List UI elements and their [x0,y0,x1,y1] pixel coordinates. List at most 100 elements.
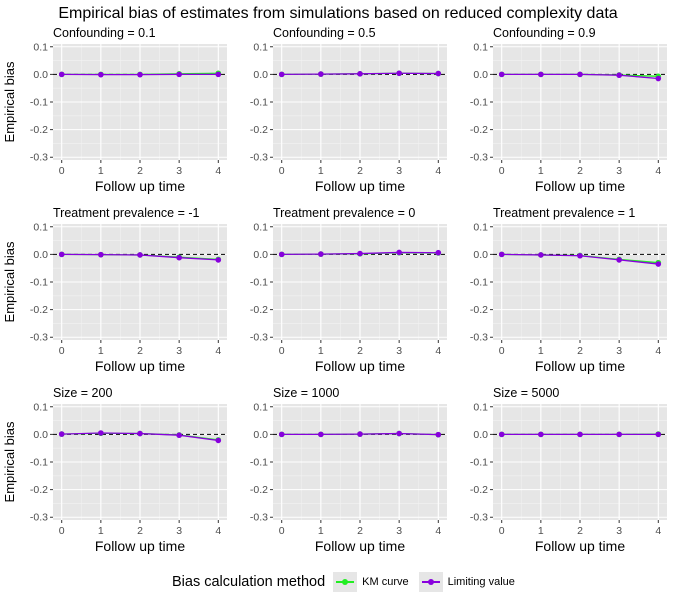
y-tick-label: -0.2 [250,484,268,496]
y-tick-label: -0.3 [250,332,268,344]
x-tick-label: 0 [59,525,65,537]
x-tick-label: 1 [538,345,544,357]
y-tick-label: -0.2 [30,484,48,496]
y-tick-label: -0.1 [30,277,48,289]
legend-label-km-curve: KM curve [362,576,409,588]
data-point-limiting-value [435,249,442,256]
data-point-limiting-value [176,254,182,261]
x-axis-title: Follow up time [535,178,625,194]
x-axis-title: Follow up time [315,358,405,374]
panel-title: Treatment prevalence = -1 [53,206,200,220]
data-point-limiting-value [176,71,182,78]
x-tick-label: 3 [396,525,402,537]
x-tick-label: 1 [318,525,324,537]
x-tick-label: 4 [435,525,441,537]
panel-9: 0.1 0.0 -0.1 -0.2 -0.3 0 1 2 3 4 Follow up time Siz… [470,386,667,554]
x-tick-label: 2 [577,345,583,357]
data-point-limiting-value [616,257,622,263]
y-tick-label: 0.0 [33,249,48,261]
panel-8: 0.1 0.0 -0.1 -0.2 -0.3 0 1 2 3 4 Follow up time Siz… [250,386,447,554]
data-point-limiting-value [498,251,505,258]
y-tick-label: -0.2 [250,304,268,316]
x-tick-label: 4 [655,345,661,357]
x-tick-label: 2 [577,525,583,537]
x-axis-title: Follow up time [535,538,625,554]
data-point-limiting-value [215,437,222,444]
panel-title: Size = 5000 [493,386,559,400]
y-tick-label: -0.1 [470,457,488,469]
x-tick-label: 3 [396,165,402,177]
x-tick-label: 2 [137,345,143,357]
y-tick-label: 0.1 [253,221,268,233]
y-tick-label: 0.1 [33,41,48,53]
panel-title: Confounding = 0.1 [53,26,156,40]
legend-item-km-curve: KM curve [333,572,409,592]
y-tick-label: 0.0 [473,249,488,261]
y-tick-label: -0.3 [470,152,488,164]
x-tick-label: 3 [616,525,622,537]
legend-key-limiting-value [418,572,443,592]
panel-3: 0.1 0.0 -0.1 -0.2 -0.3 0 1 2 3 4 Follow up time Con… [470,26,667,194]
y-tick-label: 0.0 [473,429,488,441]
panel-4: 0.1 0.0 -0.1 -0.2 -0.3 0 1 2 3 4 Follow up time Tre… [30,206,227,374]
data-point-limiting-value [396,430,402,437]
figure-title: Empirical bias of estimates from simulat… [58,5,617,22]
x-tick-label: 0 [279,345,285,357]
data-point-limiting-value [98,71,104,78]
x-tick-label: 0 [499,345,505,357]
data-point-limiting-value [396,249,402,256]
y-axis-title: Empirical bias [2,241,17,322]
data-point-limiting-value [577,252,583,259]
data-point-limiting-value [137,252,143,258]
data-point-limiting-value [538,252,544,258]
legend: Bias calculation method KM curve Limitin… [172,572,525,592]
data-point-limiting-value [278,431,285,438]
data-point-limiting-value [215,71,222,78]
y-tick-label: 0.0 [253,429,268,441]
y-tick-label: -0.1 [250,457,268,469]
x-tick-label: 2 [357,165,363,177]
x-axis-title: Follow up time [95,178,185,194]
x-tick-label: 4 [215,345,221,357]
data-point-limiting-value [98,430,104,436]
y-tick-label: 0.0 [253,249,268,261]
data-point-limiting-value [577,71,583,78]
panel-title: Confounding = 0.9 [493,26,596,40]
y-tick-label: 0.1 [473,221,488,233]
legend-item-limiting-value: Limiting value [418,572,515,592]
data-point-limiting-value [318,251,324,257]
panel-1: 0.1 0.0 -0.1 -0.2 -0.3 0 1 2 3 4 Follow up time Con… [30,26,227,194]
data-point-limiting-value [498,71,505,78]
legend-key-km-curve [333,572,358,592]
data-point-limiting-value [435,431,442,438]
y-tick-label: -0.2 [250,124,268,136]
legend-dot-km [342,579,349,585]
y-tick-label: -0.1 [470,97,488,109]
y-tick-label: 0.1 [33,221,48,233]
legend-title: Bias calculation method [172,574,326,590]
y-tick-label: -0.2 [470,304,488,316]
panel-6: 0.1 0.0 -0.1 -0.2 -0.3 0 1 2 3 4 Follow up time Tre… [470,206,667,374]
data-point-limiting-value [176,432,182,439]
x-tick-label: 1 [98,165,104,177]
legend-dot-limiting [427,579,434,585]
panel-title: Treatment prevalence = 0 [273,206,415,220]
data-point-limiting-value [98,251,104,258]
y-tick-label: -0.1 [30,457,48,469]
x-tick-label: 0 [499,525,505,537]
x-tick-label: 1 [98,345,104,357]
x-tick-label: 3 [176,525,182,537]
data-point-limiting-value [577,431,583,438]
panel-title: Treatment prevalence = 1 [493,206,635,220]
x-tick-label: 3 [396,345,402,357]
x-tick-label: 2 [137,165,143,177]
x-tick-label: 1 [98,525,104,537]
x-tick-label: 3 [176,345,182,357]
data-point-limiting-value [498,431,505,438]
x-tick-label: 4 [215,525,221,537]
data-point-limiting-value [538,71,544,78]
data-point-limiting-value [318,431,324,438]
x-axis-title: Follow up time [315,178,405,194]
x-axis-title: Follow up time [95,358,185,374]
